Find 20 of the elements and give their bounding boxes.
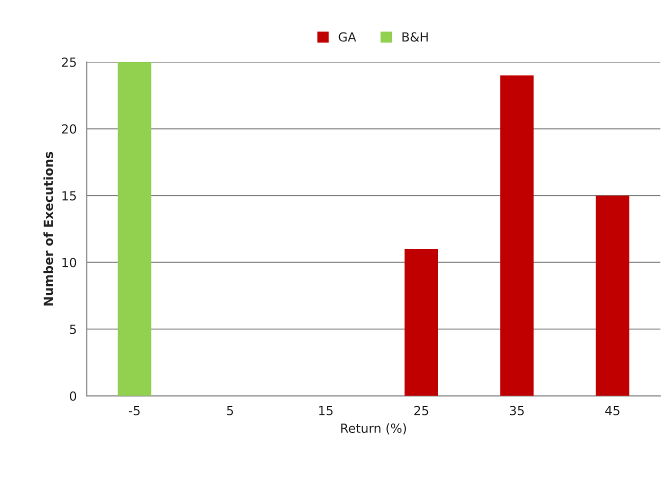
y-tick-label: 10 bbox=[62, 258, 76, 268]
x-tick-label: -5 bbox=[128, 406, 140, 416]
y-tick-label: 20 bbox=[62, 124, 76, 134]
x-tick-label: 35 bbox=[510, 406, 524, 416]
x-tick-label: 25 bbox=[414, 406, 428, 416]
bar bbox=[596, 196, 630, 396]
y-axis-title: Number of Executions bbox=[43, 152, 54, 306]
legend-label: B&H bbox=[402, 32, 428, 42]
x-axis-title: Return (%) bbox=[341, 423, 406, 434]
y-tick-label: 0 bbox=[70, 391, 76, 401]
bar bbox=[404, 248, 438, 396]
x-tick-label: 45 bbox=[605, 406, 620, 416]
y-tick-label: 25 bbox=[62, 57, 76, 67]
x-tick-label: 5 bbox=[227, 406, 233, 416]
legend-label: GA bbox=[338, 32, 356, 42]
y-tick-label: 15 bbox=[62, 191, 76, 200]
bar bbox=[118, 62, 152, 396]
x-tick-label: 15 bbox=[319, 406, 333, 416]
bar bbox=[500, 75, 534, 396]
y-tick-label: 5 bbox=[70, 324, 76, 334]
